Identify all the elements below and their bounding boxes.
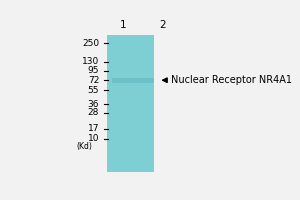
Text: 95: 95 xyxy=(88,66,99,75)
Text: 36: 36 xyxy=(88,100,99,109)
Bar xyxy=(107,35,154,172)
Text: (Kd): (Kd) xyxy=(76,142,92,151)
Text: 28: 28 xyxy=(88,108,99,117)
Text: 72: 72 xyxy=(88,76,99,85)
Text: 250: 250 xyxy=(82,39,99,48)
Bar xyxy=(112,78,154,83)
Text: 130: 130 xyxy=(82,57,99,66)
Text: 2: 2 xyxy=(160,20,167,30)
Text: 17: 17 xyxy=(88,124,99,133)
Text: 10: 10 xyxy=(88,134,99,143)
Text: 1: 1 xyxy=(120,20,127,30)
Text: Nuclear Receptor NR4A1: Nuclear Receptor NR4A1 xyxy=(171,75,292,85)
Text: 55: 55 xyxy=(88,86,99,95)
